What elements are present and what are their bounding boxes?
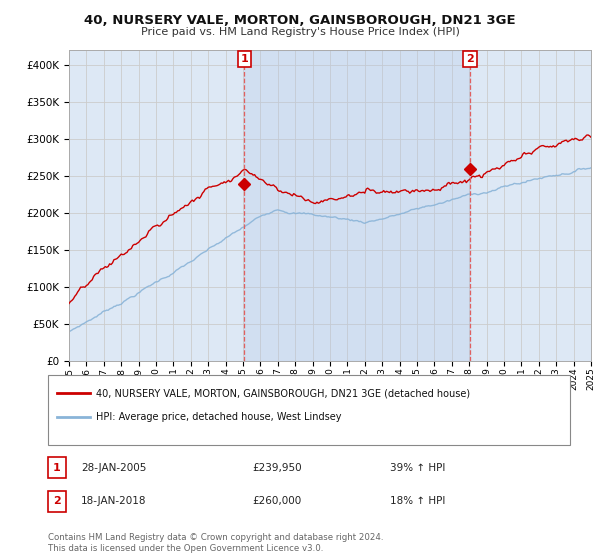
Text: 2: 2 bbox=[53, 496, 61, 506]
Text: 40, NURSERY VALE, MORTON, GAINSBOROUGH, DN21 3GE: 40, NURSERY VALE, MORTON, GAINSBOROUGH, … bbox=[84, 14, 516, 27]
Text: 1: 1 bbox=[53, 463, 61, 473]
Text: HPI: Average price, detached house, West Lindsey: HPI: Average price, detached house, West… bbox=[96, 412, 341, 422]
Text: £239,950: £239,950 bbox=[252, 463, 302, 473]
Text: 18-JAN-2018: 18-JAN-2018 bbox=[81, 496, 146, 506]
Bar bbox=[244, 50, 470, 361]
Text: 39% ↑ HPI: 39% ↑ HPI bbox=[390, 463, 445, 473]
Text: 2: 2 bbox=[466, 54, 474, 64]
Text: Contains HM Land Registry data © Crown copyright and database right 2024.
This d: Contains HM Land Registry data © Crown c… bbox=[48, 533, 383, 553]
Text: £260,000: £260,000 bbox=[252, 496, 301, 506]
Text: Price paid vs. HM Land Registry's House Price Index (HPI): Price paid vs. HM Land Registry's House … bbox=[140, 27, 460, 37]
Text: 28-JAN-2005: 28-JAN-2005 bbox=[81, 463, 146, 473]
Text: 18% ↑ HPI: 18% ↑ HPI bbox=[390, 496, 445, 506]
Text: 1: 1 bbox=[241, 54, 248, 64]
Text: 40, NURSERY VALE, MORTON, GAINSBOROUGH, DN21 3GE (detached house): 40, NURSERY VALE, MORTON, GAINSBOROUGH, … bbox=[96, 389, 470, 398]
